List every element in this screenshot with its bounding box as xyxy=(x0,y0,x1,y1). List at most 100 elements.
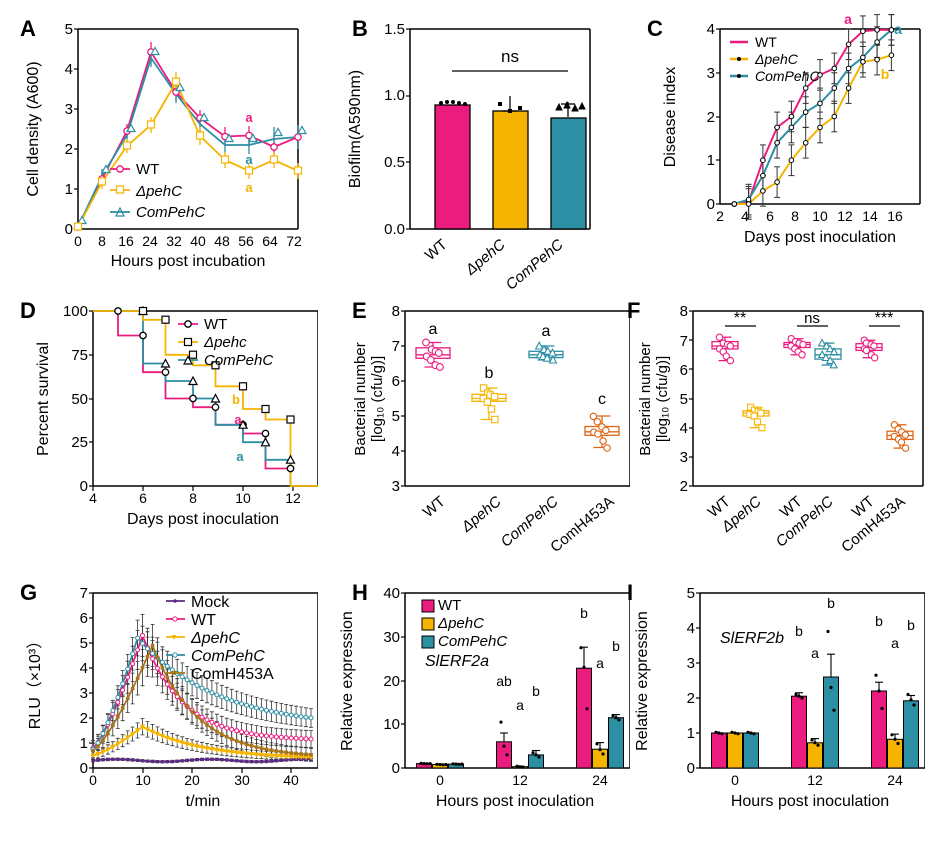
svg-text:8: 8 xyxy=(680,303,688,320)
svg-text:Δpehc: Δpehc xyxy=(203,334,247,351)
svg-text:a: a xyxy=(844,14,852,27)
svg-text:24: 24 xyxy=(592,772,608,788)
svg-text:1: 1 xyxy=(707,152,715,169)
svg-text:4: 4 xyxy=(741,208,749,224)
svg-text:WT: WT xyxy=(204,316,227,333)
svg-text:WT: WT xyxy=(191,612,216,629)
svg-text:Biofilm(A590nm): Biofilm(A590nm) xyxy=(347,70,364,188)
svg-text:a: a xyxy=(891,635,899,651)
svg-text:a: a xyxy=(596,655,604,671)
svg-text:5: 5 xyxy=(680,391,688,408)
svg-text:b: b xyxy=(881,66,890,82)
svg-text:12: 12 xyxy=(285,490,301,506)
svg-text:8: 8 xyxy=(392,303,400,320)
svg-text:0.5: 0.5 xyxy=(384,154,405,171)
svg-text:40: 40 xyxy=(283,772,299,788)
svg-text:12: 12 xyxy=(837,208,853,224)
svg-text:0: 0 xyxy=(707,196,715,213)
svg-text:24: 24 xyxy=(142,233,158,249)
svg-text:6: 6 xyxy=(80,610,88,627)
svg-text:6: 6 xyxy=(139,490,147,506)
svg-text:WT: WT xyxy=(422,236,451,264)
svg-text:a: a xyxy=(245,110,253,125)
svg-text:8: 8 xyxy=(98,233,106,249)
svg-text:2: 2 xyxy=(687,690,695,707)
svg-text:a: a xyxy=(811,645,819,661)
svg-text:2: 2 xyxy=(716,208,724,224)
svg-text:WT: WT xyxy=(420,493,449,521)
svg-text:ΔpehC: ΔpehC xyxy=(190,630,240,647)
svg-text:[log₁₀ (cfu/g)]: [log₁₀ (cfu/g)] xyxy=(654,356,671,442)
svg-text:2: 2 xyxy=(680,478,688,495)
svg-text:10: 10 xyxy=(235,490,251,506)
svg-text:b: b xyxy=(795,623,803,639)
svg-text:0: 0 xyxy=(80,760,88,777)
svg-text:1: 1 xyxy=(65,181,73,198)
svg-text:7: 7 xyxy=(392,338,400,355)
svg-text:ComH453A: ComH453A xyxy=(191,666,274,683)
svg-text:30: 30 xyxy=(234,772,250,788)
svg-text:48: 48 xyxy=(214,233,230,249)
svg-text:WT: WT xyxy=(136,161,159,178)
svg-text:30: 30 xyxy=(383,629,400,646)
svg-text:25: 25 xyxy=(71,434,88,451)
svg-text:Mock: Mock xyxy=(191,594,230,611)
svg-text:3: 3 xyxy=(80,685,88,702)
svg-text:0: 0 xyxy=(89,772,97,788)
svg-text:Hours post inoculation: Hours post inoculation xyxy=(436,793,594,810)
svg-text:12: 12 xyxy=(807,772,823,788)
svg-text:3: 3 xyxy=(392,478,400,495)
svg-text:8: 8 xyxy=(189,490,197,506)
svg-text:7: 7 xyxy=(680,333,688,350)
svg-text:ComPehC: ComPehC xyxy=(755,68,820,84)
svg-text:b: b xyxy=(580,605,588,621)
svg-text:a: a xyxy=(245,180,253,195)
svg-text:Days post inoculation: Days post inoculation xyxy=(744,229,896,246)
svg-text:0: 0 xyxy=(74,233,82,249)
svg-text:0: 0 xyxy=(687,760,695,777)
svg-text:56: 56 xyxy=(238,233,254,249)
svg-text:12: 12 xyxy=(512,772,528,788)
svg-text:ab: ab xyxy=(496,673,512,689)
svg-text:0: 0 xyxy=(731,772,739,788)
svg-text:ComPehC: ComPehC xyxy=(773,493,837,551)
svg-text:16: 16 xyxy=(118,233,134,249)
svg-text:**: ** xyxy=(734,310,746,327)
svg-text:ComPehC: ComPehC xyxy=(191,648,265,665)
svg-text:5: 5 xyxy=(687,585,695,602)
svg-text:ΔpehC: ΔpehC xyxy=(754,51,799,67)
svg-text:4: 4 xyxy=(65,61,73,78)
svg-text:4: 4 xyxy=(680,420,688,437)
svg-text:6: 6 xyxy=(766,208,774,224)
svg-text:40: 40 xyxy=(383,585,400,602)
svg-text:ΔpehC: ΔpehC xyxy=(462,236,509,279)
svg-text:b: b xyxy=(612,638,620,654)
svg-text:ComPehC: ComPehC xyxy=(204,352,273,369)
svg-text:32: 32 xyxy=(166,233,182,249)
svg-text:3: 3 xyxy=(707,65,715,82)
svg-text:a: a xyxy=(516,697,524,713)
svg-text:Disease index: Disease index xyxy=(662,67,679,168)
svg-text:75: 75 xyxy=(71,347,88,364)
svg-text:2: 2 xyxy=(65,141,73,158)
svg-text:1.0: 1.0 xyxy=(384,87,405,104)
svg-text:4: 4 xyxy=(687,620,695,637)
svg-text:SlERF2a: SlERF2a xyxy=(425,653,489,670)
svg-text:Cell density (A600): Cell density (A600) xyxy=(25,61,42,196)
svg-text:ns: ns xyxy=(804,310,820,327)
svg-text:Relative expression: Relative expression xyxy=(339,611,356,751)
svg-text:5: 5 xyxy=(80,635,88,652)
svg-text:0: 0 xyxy=(80,478,88,495)
svg-text:RLU（×10³）: RLU（×10³） xyxy=(26,633,44,729)
svg-text:a: a xyxy=(234,412,242,427)
svg-text:0.0: 0.0 xyxy=(384,221,405,238)
svg-text:2: 2 xyxy=(80,710,88,727)
svg-text:72: 72 xyxy=(286,233,302,249)
svg-text:b: b xyxy=(532,683,540,699)
svg-text:1: 1 xyxy=(80,735,88,752)
svg-text:SlERF2b: SlERF2b xyxy=(720,630,784,647)
svg-text:***: *** xyxy=(875,310,894,327)
svg-text:16: 16 xyxy=(887,208,903,224)
svg-text:3: 3 xyxy=(65,101,73,118)
svg-text:Relative expression: Relative expression xyxy=(634,611,651,751)
